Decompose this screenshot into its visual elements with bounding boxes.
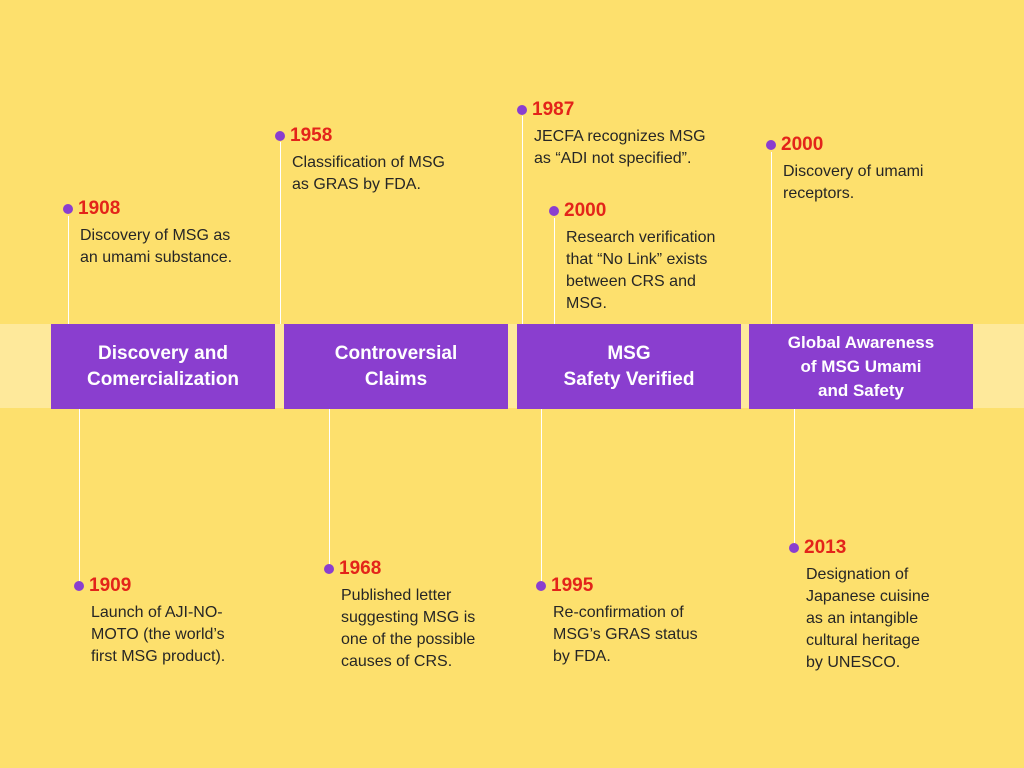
event-year: 1909 — [89, 575, 132, 596]
event-description: Re-confirmation of MSG’s GRAS status by … — [553, 604, 698, 665]
connector-line-2000-receptors — [771, 152, 772, 324]
event-description: Research verification that “No Link” exi… — [566, 229, 716, 312]
connector-line-1987 — [522, 116, 523, 324]
connector-line-1958 — [280, 142, 281, 324]
event-dot — [789, 543, 799, 553]
phase-discovery-box: Discovery and Comercialization — [51, 324, 275, 409]
event-dot — [74, 581, 84, 591]
event-dot — [549, 206, 559, 216]
event-year: 1908 — [78, 198, 121, 219]
event-description: Discovery of umami receptors. — [783, 163, 924, 202]
event-description: Designation of Japanese cuisine as an in… — [806, 566, 930, 671]
event-description: Launch of AJI-NO- MOTO (the world’s firs… — [91, 604, 226, 665]
event-year: 1968 — [339, 558, 382, 579]
connector-line-1995 — [541, 409, 542, 584]
event-description: JECFA recognizes MSG as “ADI not specifi… — [534, 128, 706, 167]
phase-global-awareness-box: Global Awareness of MSG Umami and Safety — [749, 324, 973, 409]
phase-safety-verified-box: MSG Safety Verified — [517, 324, 741, 409]
connector-line-1908 — [68, 216, 69, 324]
event-year: 1987 — [532, 99, 575, 120]
event-year: 2000 — [564, 200, 607, 221]
connector-line-2013 — [794, 409, 795, 547]
event-dot — [275, 131, 285, 141]
event-dot — [766, 140, 776, 150]
event-dot — [517, 105, 527, 115]
event-dot — [324, 564, 334, 574]
event-year: 1958 — [290, 125, 333, 146]
connector-line-2000-research — [554, 218, 555, 324]
connector-line-1968 — [329, 409, 330, 567]
connector-line-1909 — [79, 409, 80, 584]
event-year: 2000 — [781, 134, 824, 155]
event-description: Published letter suggesting MSG is one o… — [341, 587, 476, 670]
event-description: Discovery of MSG as an umami substance. — [80, 227, 233, 266]
event-dot — [63, 204, 73, 214]
event-description: Classification of MSG as GRAS by FDA. — [292, 154, 445, 193]
phase-controversial-box: Controversial Claims — [284, 324, 508, 409]
event-year: 2013 — [804, 537, 847, 558]
event-dot — [536, 581, 546, 591]
event-year: 1995 — [551, 575, 594, 596]
